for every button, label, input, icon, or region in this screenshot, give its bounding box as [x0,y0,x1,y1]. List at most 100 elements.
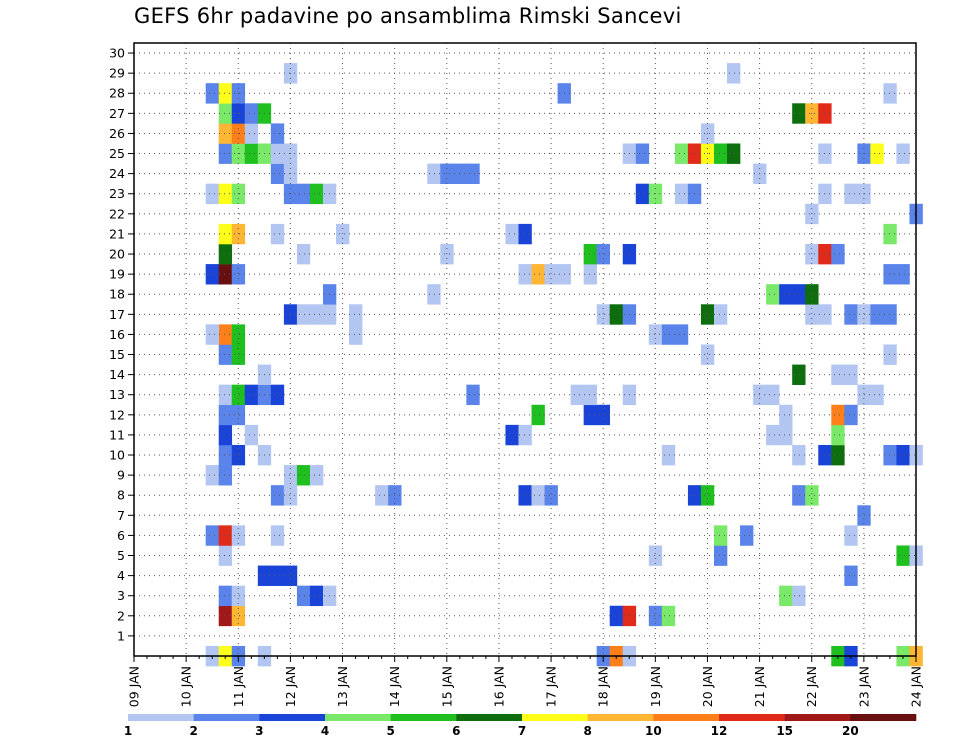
heatmap-cell [349,304,363,325]
heatmap-cell [270,143,285,164]
heatmap-cell [218,223,233,245]
heatmap-cell [205,525,220,546]
heatmap-cell [661,605,676,627]
heatmap-cell [231,585,246,607]
colorbar-label: 8 [583,724,591,738]
heatmap-cell [583,404,597,426]
y-tick-label: 23 [109,186,125,201]
heatmap-cell [805,304,819,325]
y-tick-label: 4 [117,568,125,583]
heatmap-cell [218,344,233,365]
heatmap-cell [336,223,350,245]
heatmap-cell [309,465,324,486]
colorbar-swatch [587,714,654,721]
heatmap-cell [792,284,806,305]
heatmap-cell [205,83,220,104]
colorbar-label: 20 [842,724,859,738]
heatmap-cell [727,63,741,84]
heatmap-cell [674,143,689,164]
heatmap-cell [309,304,324,325]
heatmap-cell [296,183,311,205]
heatmap-cell [713,304,728,325]
heatmap-cell [218,183,233,205]
heatmap-cell [440,243,454,265]
colorbar-swatch [390,714,457,721]
heatmap-cell [218,384,233,406]
x-tick-label: 11 JAN [231,666,246,707]
colorbar-swatch [653,714,720,721]
heatmap-cell [518,424,532,446]
heatmap-cell [883,444,897,466]
heatmap-cell [218,324,233,345]
heatmap-cell [635,183,650,205]
heatmap-cell [766,384,780,406]
heatmap-cell [231,223,246,245]
y-tick-label: 22 [109,206,125,221]
heatmap-cell [296,465,311,486]
heatmap-cell [218,404,233,426]
heatmap-cell [218,444,233,466]
heatmap-cell [349,324,363,345]
x-tick-label: 13 JAN [335,666,350,707]
heatmap-cell [831,424,845,446]
heatmap-cell [700,485,715,506]
heatmap-cell [805,485,819,506]
y-tick-label: 18 [109,287,125,302]
y-tick-label: 17 [109,307,125,322]
x-tick-label: 15 JAN [439,666,454,707]
heatmap-cell [844,304,858,325]
heatmap-cell [805,243,819,265]
heatmap-cell [427,284,441,305]
heatmap-cell [648,605,663,627]
heatmap-cell [831,243,845,265]
y-tick-label: 28 [109,86,125,101]
y-tick-label: 12 [109,407,125,422]
y-tick-label: 7 [117,508,125,523]
heatmap-cell [231,324,246,345]
heatmap-cell [283,485,298,506]
heatmap-cell [296,304,311,325]
heatmap-cell [844,183,858,205]
y-tick-label: 5 [117,548,125,563]
heatmap-cell [218,525,233,546]
chart-title: GEFS 6hr padavine po ansamblima Rimski S… [134,4,682,28]
heatmap-cell [205,183,220,205]
heatmap-cell [244,384,259,406]
colorbar-swatch [850,714,917,721]
heatmap-cell [883,264,897,285]
heatmap-cell [883,83,897,104]
y-tick-label: 16 [109,327,125,342]
y-tick-label: 25 [109,146,125,161]
x-tick-label: 12 JAN [283,666,298,707]
heatmap-cell [244,143,259,164]
heatmap-cell [531,485,545,506]
heatmap-cell [270,163,285,184]
y-tick-label: 29 [109,66,125,81]
x-tick-label: 24 JAN [909,666,924,707]
heatmap-cell [766,284,780,305]
heatmap-cell [583,243,597,265]
heatmap-cell [896,143,910,164]
y-tick-label: 19 [109,267,125,282]
heatmap-cell [270,384,285,406]
heatmap-cell [231,444,246,466]
heatmap-cell [596,304,611,325]
heatmap-cell [505,424,519,446]
heatmap-cell [831,444,845,466]
heatmap-cell [609,304,624,325]
x-tick-label: 21 JAN [752,666,767,707]
heatmap-cell [231,384,246,406]
heatmap-cell [309,183,324,205]
colorbar-swatch [128,714,194,721]
heatmap-cell [713,545,728,566]
heatmap-cell [792,485,806,506]
heatmap-cell [583,384,597,406]
heatmap-cell [427,163,441,184]
heatmap-cell [740,525,754,546]
y-tick-label: 27 [109,106,125,121]
x-tick-label: 19 JAN [648,666,663,707]
heatmap-cell [674,324,689,345]
heatmap-cell [518,223,532,245]
heatmap-cell [766,424,780,446]
